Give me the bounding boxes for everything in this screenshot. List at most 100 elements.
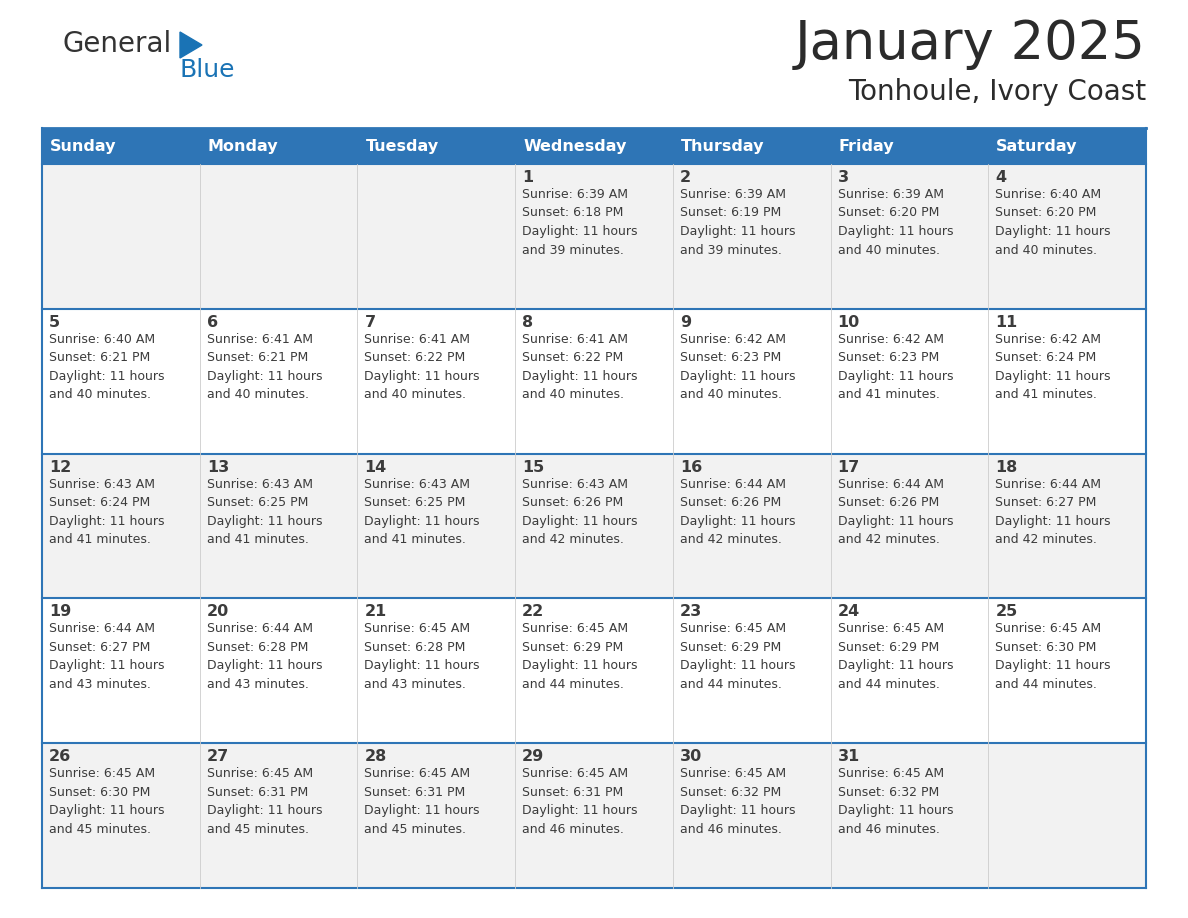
Text: 27: 27 — [207, 749, 229, 764]
Text: 25: 25 — [996, 604, 1018, 620]
Bar — [988, 128, 1146, 164]
Bar — [988, 164, 1146, 308]
Bar — [42, 599, 200, 744]
Bar — [516, 308, 672, 453]
Bar — [358, 744, 516, 888]
Text: January 2025: January 2025 — [795, 18, 1146, 70]
Text: Sunrise: 6:45 AM
Sunset: 6:29 PM
Daylight: 11 hours
and 44 minutes.: Sunrise: 6:45 AM Sunset: 6:29 PM Dayligh… — [523, 622, 638, 691]
Text: 24: 24 — [838, 604, 860, 620]
Text: Sunrise: 6:43 AM
Sunset: 6:26 PM
Daylight: 11 hours
and 42 minutes.: Sunrise: 6:43 AM Sunset: 6:26 PM Dayligh… — [523, 477, 638, 546]
Text: Sunrise: 6:41 AM
Sunset: 6:22 PM
Daylight: 11 hours
and 40 minutes.: Sunrise: 6:41 AM Sunset: 6:22 PM Dayligh… — [523, 333, 638, 401]
Text: Sunrise: 6:42 AM
Sunset: 6:23 PM
Daylight: 11 hours
and 40 minutes.: Sunrise: 6:42 AM Sunset: 6:23 PM Dayligh… — [680, 333, 795, 401]
Bar — [516, 128, 672, 164]
Text: 1: 1 — [523, 170, 533, 185]
Bar — [200, 128, 358, 164]
Text: Sunrise: 6:39 AM
Sunset: 6:20 PM
Daylight: 11 hours
and 40 minutes.: Sunrise: 6:39 AM Sunset: 6:20 PM Dayligh… — [838, 188, 953, 256]
Text: Sunrise: 6:41 AM
Sunset: 6:22 PM
Daylight: 11 hours
and 40 minutes.: Sunrise: 6:41 AM Sunset: 6:22 PM Dayligh… — [365, 333, 480, 401]
Bar — [672, 308, 830, 453]
Bar — [358, 308, 516, 453]
Text: Sunrise: 6:45 AM
Sunset: 6:29 PM
Daylight: 11 hours
and 44 minutes.: Sunrise: 6:45 AM Sunset: 6:29 PM Dayligh… — [838, 622, 953, 691]
Bar — [358, 599, 516, 744]
Text: Sunrise: 6:39 AM
Sunset: 6:18 PM
Daylight: 11 hours
and 39 minutes.: Sunrise: 6:39 AM Sunset: 6:18 PM Dayligh… — [523, 188, 638, 256]
Text: 29: 29 — [523, 749, 544, 764]
Bar — [42, 164, 200, 308]
Bar — [672, 453, 830, 599]
Text: Sunrise: 6:40 AM
Sunset: 6:20 PM
Daylight: 11 hours
and 40 minutes.: Sunrise: 6:40 AM Sunset: 6:20 PM Dayligh… — [996, 188, 1111, 256]
Bar — [200, 308, 358, 453]
Text: 4: 4 — [996, 170, 1006, 185]
Bar — [200, 744, 358, 888]
Text: 13: 13 — [207, 460, 229, 475]
Text: Sunrise: 6:45 AM
Sunset: 6:31 PM
Daylight: 11 hours
and 45 minutes.: Sunrise: 6:45 AM Sunset: 6:31 PM Dayligh… — [207, 767, 322, 835]
Text: Wednesday: Wednesday — [523, 139, 626, 153]
Text: 11: 11 — [996, 315, 1018, 330]
Bar — [516, 453, 672, 599]
Bar — [672, 164, 830, 308]
Bar — [988, 308, 1146, 453]
Text: 8: 8 — [523, 315, 533, 330]
Bar — [42, 308, 200, 453]
Text: 21: 21 — [365, 604, 386, 620]
Text: 3: 3 — [838, 170, 848, 185]
Bar — [830, 308, 988, 453]
Text: Sunrise: 6:40 AM
Sunset: 6:21 PM
Daylight: 11 hours
and 40 minutes.: Sunrise: 6:40 AM Sunset: 6:21 PM Dayligh… — [49, 333, 164, 401]
Bar — [358, 128, 516, 164]
Text: Sunrise: 6:44 AM
Sunset: 6:26 PM
Daylight: 11 hours
and 42 minutes.: Sunrise: 6:44 AM Sunset: 6:26 PM Dayligh… — [838, 477, 953, 546]
Text: Tuesday: Tuesday — [366, 139, 438, 153]
Bar — [358, 453, 516, 599]
Bar — [200, 164, 358, 308]
Text: 14: 14 — [365, 460, 386, 475]
Text: 18: 18 — [996, 460, 1018, 475]
Text: Sunrise: 6:42 AM
Sunset: 6:23 PM
Daylight: 11 hours
and 41 minutes.: Sunrise: 6:42 AM Sunset: 6:23 PM Dayligh… — [838, 333, 953, 401]
Text: Sunday: Sunday — [50, 139, 116, 153]
Text: Sunrise: 6:45 AM
Sunset: 6:31 PM
Daylight: 11 hours
and 46 minutes.: Sunrise: 6:45 AM Sunset: 6:31 PM Dayligh… — [523, 767, 638, 835]
Text: Sunrise: 6:45 AM
Sunset: 6:28 PM
Daylight: 11 hours
and 43 minutes.: Sunrise: 6:45 AM Sunset: 6:28 PM Dayligh… — [365, 622, 480, 691]
Text: 26: 26 — [49, 749, 71, 764]
Text: 16: 16 — [680, 460, 702, 475]
Text: Sunrise: 6:42 AM
Sunset: 6:24 PM
Daylight: 11 hours
and 41 minutes.: Sunrise: 6:42 AM Sunset: 6:24 PM Dayligh… — [996, 333, 1111, 401]
Text: 9: 9 — [680, 315, 691, 330]
Bar — [516, 744, 672, 888]
Text: 23: 23 — [680, 604, 702, 620]
Text: Saturday: Saturday — [997, 139, 1078, 153]
Bar — [42, 128, 200, 164]
Bar — [988, 453, 1146, 599]
Text: Blue: Blue — [181, 58, 235, 82]
Text: 20: 20 — [207, 604, 229, 620]
Text: 10: 10 — [838, 315, 860, 330]
Text: Sunrise: 6:43 AM
Sunset: 6:24 PM
Daylight: 11 hours
and 41 minutes.: Sunrise: 6:43 AM Sunset: 6:24 PM Dayligh… — [49, 477, 164, 546]
Text: 22: 22 — [523, 604, 544, 620]
Text: Sunrise: 6:43 AM
Sunset: 6:25 PM
Daylight: 11 hours
and 41 minutes.: Sunrise: 6:43 AM Sunset: 6:25 PM Dayligh… — [207, 477, 322, 546]
Bar — [200, 453, 358, 599]
Text: Friday: Friday — [839, 139, 895, 153]
Text: Sunrise: 6:43 AM
Sunset: 6:25 PM
Daylight: 11 hours
and 41 minutes.: Sunrise: 6:43 AM Sunset: 6:25 PM Dayligh… — [365, 477, 480, 546]
Text: 12: 12 — [49, 460, 71, 475]
Text: General: General — [62, 30, 171, 58]
Bar — [672, 128, 830, 164]
Bar — [42, 744, 200, 888]
Text: Sunrise: 6:45 AM
Sunset: 6:30 PM
Daylight: 11 hours
and 45 minutes.: Sunrise: 6:45 AM Sunset: 6:30 PM Dayligh… — [49, 767, 164, 835]
Text: Sunrise: 6:45 AM
Sunset: 6:32 PM
Daylight: 11 hours
and 46 minutes.: Sunrise: 6:45 AM Sunset: 6:32 PM Dayligh… — [838, 767, 953, 835]
Bar — [988, 599, 1146, 744]
Text: Sunrise: 6:44 AM
Sunset: 6:28 PM
Daylight: 11 hours
and 43 minutes.: Sunrise: 6:44 AM Sunset: 6:28 PM Dayligh… — [207, 622, 322, 691]
Bar — [516, 599, 672, 744]
Text: Sunrise: 6:45 AM
Sunset: 6:31 PM
Daylight: 11 hours
and 45 minutes.: Sunrise: 6:45 AM Sunset: 6:31 PM Dayligh… — [365, 767, 480, 835]
Text: Sunrise: 6:45 AM
Sunset: 6:32 PM
Daylight: 11 hours
and 46 minutes.: Sunrise: 6:45 AM Sunset: 6:32 PM Dayligh… — [680, 767, 795, 835]
Polygon shape — [181, 32, 202, 58]
Text: 6: 6 — [207, 315, 217, 330]
Text: 28: 28 — [365, 749, 386, 764]
Text: 30: 30 — [680, 749, 702, 764]
Bar — [672, 744, 830, 888]
Text: Sunrise: 6:45 AM
Sunset: 6:30 PM
Daylight: 11 hours
and 44 minutes.: Sunrise: 6:45 AM Sunset: 6:30 PM Dayligh… — [996, 622, 1111, 691]
Text: Sunrise: 6:44 AM
Sunset: 6:27 PM
Daylight: 11 hours
and 42 minutes.: Sunrise: 6:44 AM Sunset: 6:27 PM Dayligh… — [996, 477, 1111, 546]
Text: Sunrise: 6:39 AM
Sunset: 6:19 PM
Daylight: 11 hours
and 39 minutes.: Sunrise: 6:39 AM Sunset: 6:19 PM Dayligh… — [680, 188, 795, 256]
Text: Sunrise: 6:45 AM
Sunset: 6:29 PM
Daylight: 11 hours
and 44 minutes.: Sunrise: 6:45 AM Sunset: 6:29 PM Dayligh… — [680, 622, 795, 691]
Bar — [516, 164, 672, 308]
Bar — [672, 599, 830, 744]
Bar — [830, 599, 988, 744]
Text: Tonhoule, Ivory Coast: Tonhoule, Ivory Coast — [848, 78, 1146, 106]
Bar — [830, 128, 988, 164]
Bar — [988, 744, 1146, 888]
Bar — [830, 164, 988, 308]
Bar — [830, 744, 988, 888]
